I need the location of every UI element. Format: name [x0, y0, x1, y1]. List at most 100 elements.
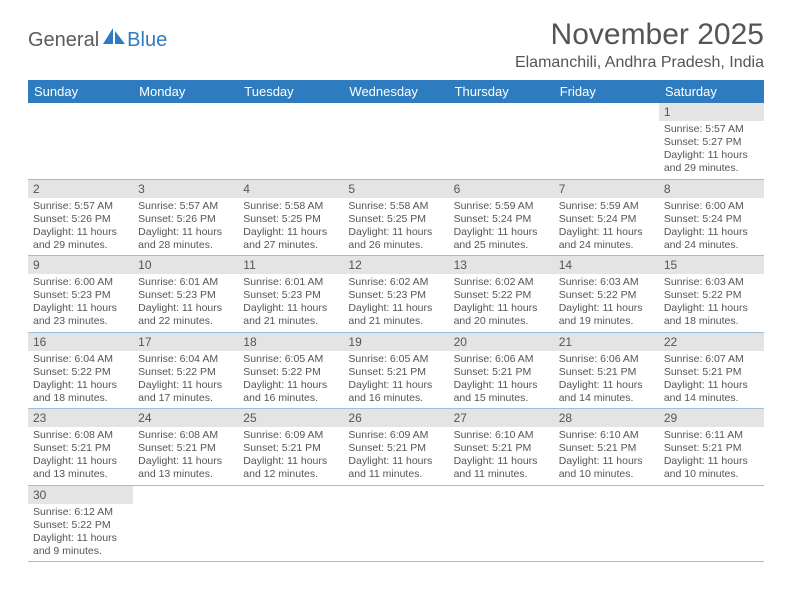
brand-part1: General — [28, 29, 99, 52]
day-number: 27 — [449, 409, 554, 427]
weekday-header: Wednesday — [343, 80, 448, 103]
day-info: Sunrise: 6:10 AMSunset: 5:21 PMDaylight:… — [449, 427, 554, 485]
day-info: Sunrise: 6:03 AMSunset: 5:22 PMDaylight:… — [554, 274, 659, 332]
day-cell: 19Sunrise: 6:05 AMSunset: 5:21 PMDayligh… — [343, 332, 448, 409]
empty-cell — [343, 103, 448, 179]
day-info: Sunrise: 6:06 AMSunset: 5:21 PMDaylight:… — [449, 351, 554, 409]
day-info: Sunrise: 6:11 AMSunset: 5:21 PMDaylight:… — [659, 427, 764, 485]
day-info: Sunrise: 6:03 AMSunset: 5:22 PMDaylight:… — [659, 274, 764, 332]
day-info: Sunrise: 6:02 AMSunset: 5:23 PMDaylight:… — [343, 274, 448, 332]
weekday-header: Tuesday — [238, 80, 343, 103]
day-number: 6 — [449, 180, 554, 198]
day-info: Sunrise: 5:58 AMSunset: 5:25 PMDaylight:… — [238, 198, 343, 256]
day-info: Sunrise: 6:07 AMSunset: 5:21 PMDaylight:… — [659, 351, 764, 409]
day-cell: 27Sunrise: 6:10 AMSunset: 5:21 PMDayligh… — [449, 409, 554, 486]
day-cell: 20Sunrise: 6:06 AMSunset: 5:21 PMDayligh… — [449, 332, 554, 409]
day-number: 21 — [554, 333, 659, 351]
day-cell: 18Sunrise: 6:05 AMSunset: 5:22 PMDayligh… — [238, 332, 343, 409]
weekday-header: Saturday — [659, 80, 764, 103]
day-info: Sunrise: 6:04 AMSunset: 5:22 PMDaylight:… — [133, 351, 238, 409]
empty-cell — [449, 485, 554, 562]
day-number: 13 — [449, 256, 554, 274]
day-number: 2 — [28, 180, 133, 198]
weekday-header: Sunday — [28, 80, 133, 103]
location: Elamanchili, Andhra Pradesh, India — [515, 54, 764, 72]
day-number: 12 — [343, 256, 448, 274]
day-cell: 4Sunrise: 5:58 AMSunset: 5:25 PMDaylight… — [238, 179, 343, 256]
day-cell: 10Sunrise: 6:01 AMSunset: 5:23 PMDayligh… — [133, 256, 238, 333]
day-cell: 1Sunrise: 5:57 AMSunset: 5:27 PMDaylight… — [659, 103, 764, 179]
day-cell: 3Sunrise: 5:57 AMSunset: 5:26 PMDaylight… — [133, 179, 238, 256]
day-number: 3 — [133, 180, 238, 198]
day-cell: 2Sunrise: 5:57 AMSunset: 5:26 PMDaylight… — [28, 179, 133, 256]
day-number: 22 — [659, 333, 764, 351]
day-cell: 8Sunrise: 6:00 AMSunset: 5:24 PMDaylight… — [659, 179, 764, 256]
day-info: Sunrise: 6:12 AMSunset: 5:22 PMDaylight:… — [28, 504, 133, 562]
day-cell: 25Sunrise: 6:09 AMSunset: 5:21 PMDayligh… — [238, 409, 343, 486]
day-cell: 24Sunrise: 6:08 AMSunset: 5:21 PMDayligh… — [133, 409, 238, 486]
day-number: 26 — [343, 409, 448, 427]
day-cell: 23Sunrise: 6:08 AMSunset: 5:21 PMDayligh… — [28, 409, 133, 486]
day-cell: 16Sunrise: 6:04 AMSunset: 5:22 PMDayligh… — [28, 332, 133, 409]
day-number: 20 — [449, 333, 554, 351]
weekday-header: Friday — [554, 80, 659, 103]
empty-cell — [133, 103, 238, 179]
day-info: Sunrise: 6:08 AMSunset: 5:21 PMDaylight:… — [133, 427, 238, 485]
day-cell: 28Sunrise: 6:10 AMSunset: 5:21 PMDayligh… — [554, 409, 659, 486]
day-cell: 6Sunrise: 5:59 AMSunset: 5:24 PMDaylight… — [449, 179, 554, 256]
brand-logo: General Blue — [28, 28, 167, 52]
calendar-row: 1Sunrise: 5:57 AMSunset: 5:27 PMDaylight… — [28, 103, 764, 179]
title-block: November 2025 Elamanchili, Andhra Prades… — [515, 18, 764, 72]
day-cell: 11Sunrise: 6:01 AMSunset: 5:23 PMDayligh… — [238, 256, 343, 333]
day-number: 8 — [659, 180, 764, 198]
day-info: Sunrise: 5:58 AMSunset: 5:25 PMDaylight:… — [343, 198, 448, 256]
day-info: Sunrise: 6:04 AMSunset: 5:22 PMDaylight:… — [28, 351, 133, 409]
day-cell: 29Sunrise: 6:11 AMSunset: 5:21 PMDayligh… — [659, 409, 764, 486]
day-cell: 9Sunrise: 6:00 AMSunset: 5:23 PMDaylight… — [28, 256, 133, 333]
day-number: 5 — [343, 180, 448, 198]
day-info: Sunrise: 6:01 AMSunset: 5:23 PMDaylight:… — [238, 274, 343, 332]
day-number: 16 — [28, 333, 133, 351]
day-number: 24 — [133, 409, 238, 427]
day-number: 14 — [554, 256, 659, 274]
day-info: Sunrise: 6:01 AMSunset: 5:23 PMDaylight:… — [133, 274, 238, 332]
day-number: 29 — [659, 409, 764, 427]
calendar-body: 1Sunrise: 5:57 AMSunset: 5:27 PMDaylight… — [28, 103, 764, 562]
calendar-row: 30Sunrise: 6:12 AMSunset: 5:22 PMDayligh… — [28, 485, 764, 562]
day-info: Sunrise: 6:00 AMSunset: 5:23 PMDaylight:… — [28, 274, 133, 332]
day-number: 4 — [238, 180, 343, 198]
weekday-header-row: SundayMondayTuesdayWednesdayThursdayFrid… — [28, 80, 764, 103]
empty-cell — [554, 485, 659, 562]
day-cell: 26Sunrise: 6:09 AMSunset: 5:21 PMDayligh… — [343, 409, 448, 486]
day-number: 23 — [28, 409, 133, 427]
day-info: Sunrise: 6:02 AMSunset: 5:22 PMDaylight:… — [449, 274, 554, 332]
calendar-row: 9Sunrise: 6:00 AMSunset: 5:23 PMDaylight… — [28, 256, 764, 333]
day-cell: 7Sunrise: 5:59 AMSunset: 5:24 PMDaylight… — [554, 179, 659, 256]
day-info: Sunrise: 5:57 AMSunset: 5:26 PMDaylight:… — [28, 198, 133, 256]
day-info: Sunrise: 6:06 AMSunset: 5:21 PMDaylight:… — [554, 351, 659, 409]
brand-part2: Blue — [127, 29, 167, 52]
day-cell: 13Sunrise: 6:02 AMSunset: 5:22 PMDayligh… — [449, 256, 554, 333]
day-number: 30 — [28, 486, 133, 504]
day-info: Sunrise: 5:57 AMSunset: 5:27 PMDaylight:… — [659, 121, 764, 179]
day-info: Sunrise: 5:59 AMSunset: 5:24 PMDaylight:… — [449, 198, 554, 256]
day-number: 10 — [133, 256, 238, 274]
empty-cell — [343, 485, 448, 562]
day-number: 28 — [554, 409, 659, 427]
empty-cell — [238, 485, 343, 562]
calendar-table: SundayMondayTuesdayWednesdayThursdayFrid… — [28, 80, 764, 562]
empty-cell — [238, 103, 343, 179]
day-cell: 5Sunrise: 5:58 AMSunset: 5:25 PMDaylight… — [343, 179, 448, 256]
day-cell: 14Sunrise: 6:03 AMSunset: 5:22 PMDayligh… — [554, 256, 659, 333]
day-cell: 30Sunrise: 6:12 AMSunset: 5:22 PMDayligh… — [28, 485, 133, 562]
calendar-row: 2Sunrise: 5:57 AMSunset: 5:26 PMDaylight… — [28, 179, 764, 256]
weekday-header: Thursday — [449, 80, 554, 103]
empty-cell — [659, 485, 764, 562]
day-info: Sunrise: 5:59 AMSunset: 5:24 PMDaylight:… — [554, 198, 659, 256]
day-number: 11 — [238, 256, 343, 274]
day-info: Sunrise: 6:05 AMSunset: 5:21 PMDaylight:… — [343, 351, 448, 409]
day-cell: 22Sunrise: 6:07 AMSunset: 5:21 PMDayligh… — [659, 332, 764, 409]
calendar-row: 16Sunrise: 6:04 AMSunset: 5:22 PMDayligh… — [28, 332, 764, 409]
day-number: 18 — [238, 333, 343, 351]
sail-icon — [103, 28, 125, 44]
